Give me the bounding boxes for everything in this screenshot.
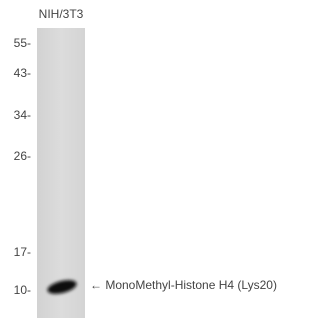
- lane: [37, 28, 85, 318]
- lane-label: NIH/3T3: [39, 7, 84, 21]
- marker-label: 26-: [14, 149, 31, 163]
- marker-label: 17-: [14, 245, 31, 259]
- marker-label: 34-: [14, 108, 31, 122]
- band-label: ← MonoMethyl-Histone H4 (Lys20): [90, 278, 277, 292]
- western-blot: NIH/3T3 ← MonoMethyl-Histone H4 (Lys20) …: [0, 0, 301, 318]
- marker-label: 10-: [14, 283, 31, 297]
- marker-label: 43-: [14, 66, 31, 80]
- marker-label: 55-: [14, 36, 31, 50]
